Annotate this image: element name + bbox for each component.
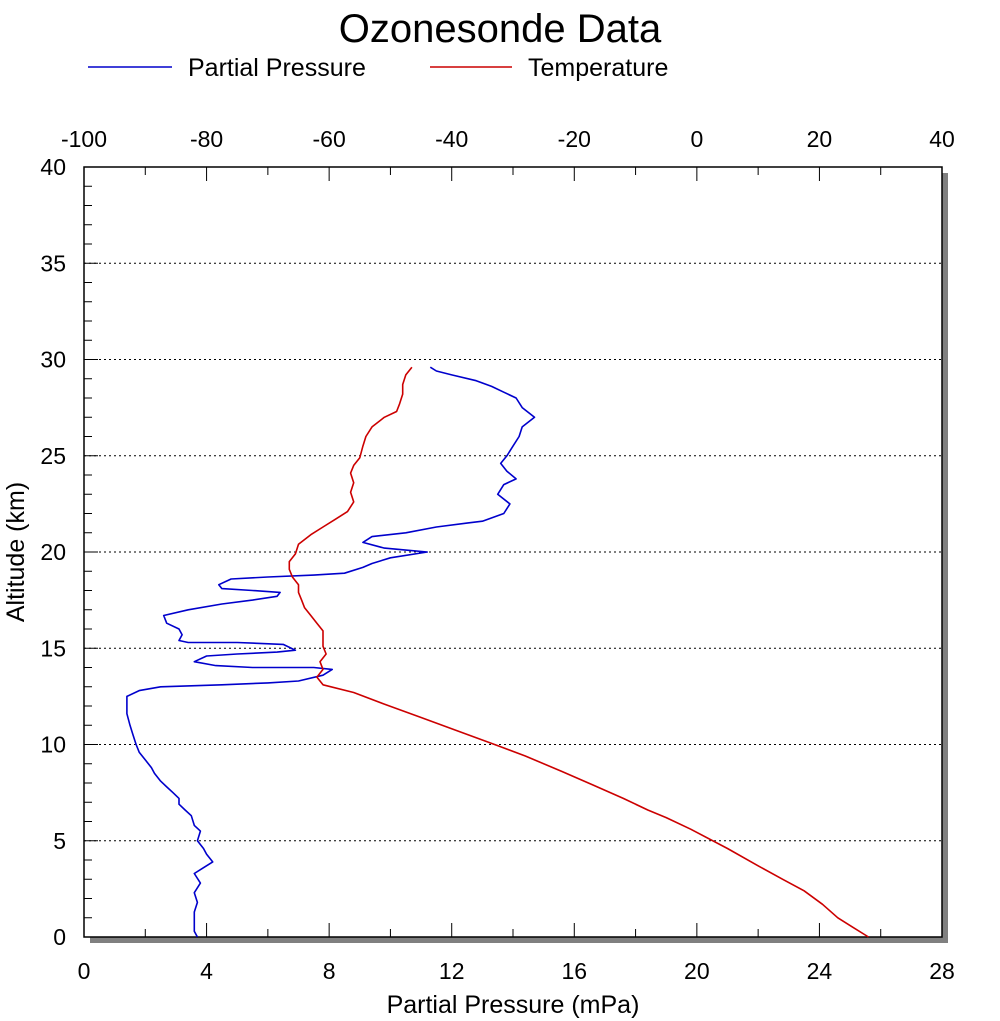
x2-tick-label-5: 0 (690, 126, 703, 152)
x2-tick-label-3: -40 (435, 126, 468, 152)
x-tick-label-1: 4 (200, 958, 213, 984)
y-tick-label-8: 40 (40, 154, 66, 180)
x2-tick-label-7: 40 (929, 126, 955, 152)
y-tick-label-6: 30 (40, 347, 66, 373)
legend-label-partial-pressure: Partial Pressure (188, 54, 366, 82)
y-tick-label-0: 0 (53, 924, 66, 950)
x2-tick-label-0: -100 (61, 126, 107, 152)
x-tick-label-2: 8 (323, 958, 336, 984)
y-tick-label-2: 10 (40, 732, 66, 758)
y-tick-label-3: 15 (40, 635, 66, 661)
y-tick-label-7: 35 (40, 250, 66, 276)
legend: Partial Pressure Temperature (88, 54, 668, 82)
x-tick-label-6: 24 (807, 958, 833, 984)
x-tick-label-5: 20 (684, 958, 710, 984)
y-tick-label-1: 5 (53, 828, 66, 854)
y-axis-label: Altitude (km) (2, 482, 30, 622)
x2-tick-label-1: -80 (190, 126, 223, 152)
x2-tick-label-4: -20 (558, 126, 591, 152)
plot-frame (83, 166, 948, 943)
x-axis-label: Partial Pressure (mPa) (387, 991, 640, 1019)
plot-area (83, 166, 943, 938)
series-line-partial-pressure (126, 366, 536, 938)
axis-ticks (83, 166, 943, 938)
series-line-temperature (288, 366, 869, 938)
axis-tick-labels: 0 5 10 15 20 25 30 35 40 0 4 8 12 16 20 24 28 -100 -80 -60 -… (40, 126, 954, 984)
series-lines (126, 366, 869, 938)
legend-label-temperature: Temperature (528, 54, 668, 82)
x-tick-label-0: 0 (78, 958, 91, 984)
y-tick-label-5: 25 (40, 443, 66, 469)
x2-tick-label-2: -60 (313, 126, 346, 152)
x-tick-label-7: 28 (929, 958, 955, 984)
chart-title: Ozonesonde Data (339, 7, 662, 51)
grid-lines (84, 262, 942, 842)
x2-tick-label-6: 20 (807, 126, 833, 152)
y-tick-label-4: 20 (40, 539, 66, 565)
x-tick-label-3: 12 (439, 958, 465, 984)
x-tick-label-4: 16 (561, 958, 587, 984)
